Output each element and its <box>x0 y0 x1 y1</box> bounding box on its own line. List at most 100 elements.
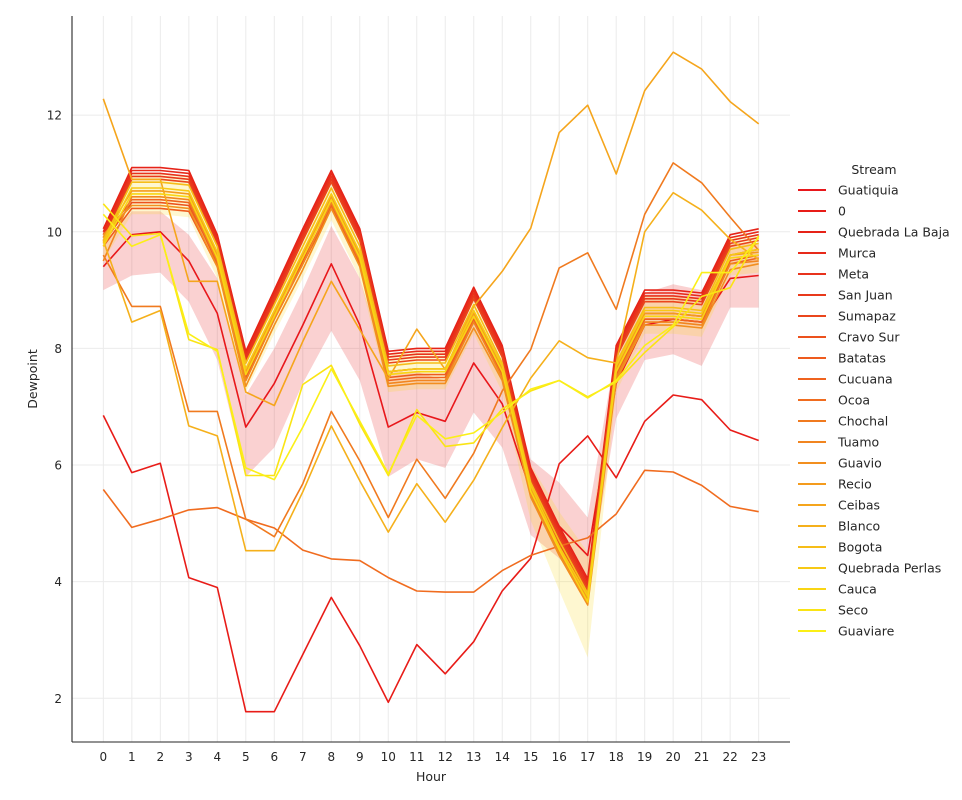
y-tick-label: 2 <box>54 692 62 706</box>
legend-label: Guaviare <box>838 624 895 639</box>
legend-label: Ceibas <box>838 498 880 513</box>
series-line-meta <box>102 172 759 586</box>
x-tick-label: 5 <box>242 750 250 764</box>
x-tick-label: 14 <box>495 750 510 764</box>
legend-label: Blanco <box>838 519 880 534</box>
series-line-guatiquia <box>102 231 759 557</box>
legend-label: 0 <box>838 204 846 219</box>
series-line-bogota <box>102 181 759 595</box>
x-tick-label: 10 <box>381 750 396 764</box>
legend-entry: Cauca <box>798 582 877 597</box>
x-tick-label: 2 <box>157 750 165 764</box>
x-tick-label: 7 <box>299 750 307 764</box>
x-tick-label: 6 <box>270 750 278 764</box>
legend-label: Guavio <box>838 456 882 471</box>
series-line-0 <box>102 394 759 713</box>
legend-label: Ocoa <box>838 393 870 408</box>
legend-label: Quebrada La Baja <box>838 225 950 240</box>
series-line-tuamo <box>102 196 759 603</box>
series-line-san-juan <box>102 175 759 589</box>
legend-label: Murca <box>838 246 876 261</box>
legend-label: Batatas <box>838 351 886 366</box>
legend-label: Bogota <box>838 540 882 555</box>
legend-items: Guatiquia 0 Quebrada La Baja Murca Meta San J… <box>798 183 950 639</box>
legend-entry: Quebrada Perlas <box>798 561 941 576</box>
confidence-bands <box>103 173 759 658</box>
legend-entry: Cravo Sur <box>798 330 900 345</box>
legend-entry: Recio <box>798 477 872 492</box>
legend-label: Tuamo <box>837 435 879 450</box>
x-tick-label: 17 <box>580 750 595 764</box>
legend-entry: Meta <box>798 267 869 282</box>
legend-label: Cauca <box>838 582 877 597</box>
series-line-quebrada-perlas <box>102 187 759 598</box>
legend-label: Recio <box>838 477 872 492</box>
x-tick-label: 1 <box>128 750 136 764</box>
series-lines <box>102 51 760 713</box>
series-line-ceibas <box>102 51 760 407</box>
legend-entry: Batatas <box>798 351 886 366</box>
series-line-chochal <box>102 162 760 538</box>
legend-label: Quebrada Perlas <box>838 561 941 576</box>
series-line-murca <box>102 169 759 583</box>
x-tick-label: 12 <box>438 750 453 764</box>
legend-label: San Juan <box>838 288 893 303</box>
x-tick-label: 8 <box>327 750 335 764</box>
y-tick-label: 12 <box>47 109 62 123</box>
legend-entry: Sumapaz <box>798 309 896 324</box>
legend-entry: Guatiquia <box>798 183 899 198</box>
legend-label: Guatiquia <box>838 183 899 198</box>
legend-label: Seco <box>838 603 868 618</box>
x-tick-label: 9 <box>356 750 364 764</box>
y-axis-title: Dewpoint <box>25 349 40 409</box>
y-tick-label: 6 <box>54 459 62 473</box>
legend-title: Stream <box>851 162 896 177</box>
y-tick-label: 8 <box>54 342 62 356</box>
legend-label: Meta <box>838 267 869 282</box>
x-tick-label: 21 <box>694 750 709 764</box>
legend-entry: Chochal <box>798 414 888 429</box>
legend-entry: Ceibas <box>798 498 880 513</box>
legend-entry: Tuamo <box>798 435 879 450</box>
series-line-guavio <box>102 204 759 606</box>
legend-entry: Guaviare <box>798 624 895 639</box>
legend-entry: Ocoa <box>798 393 870 408</box>
x-tick-label: 3 <box>185 750 193 764</box>
x-tick-label: 19 <box>637 750 652 764</box>
x-tick-label: 0 <box>100 750 108 764</box>
x-tick-label: 15 <box>523 750 538 764</box>
x-tick-label: 22 <box>723 750 738 764</box>
series-line-cucuana <box>102 198 759 600</box>
tick-labels: 0 1 2 3 4 5 6 7 8 9 10 11 12 13 14 15 16 17 18 19 20 21 22 2324… <box>47 109 767 764</box>
legend-entry: Bogota <box>798 540 882 555</box>
band-guatiquia <box>103 211 759 591</box>
series-line-guaviare <box>102 213 760 481</box>
series-line-cauca <box>102 193 759 603</box>
x-axis-title: Hour <box>416 769 447 784</box>
x-tick-label: 13 <box>466 750 481 764</box>
y-tick-label: 10 <box>47 225 62 239</box>
legend-entry: Seco <box>798 603 868 618</box>
legend-entry: 0 <box>798 204 846 219</box>
legend: Stream Guatiquia 0 Quebrada La Baja Murca Me… <box>798 162 950 639</box>
legend-label: Cravo Sur <box>838 330 900 345</box>
legend-entry: Blanco <box>798 519 880 534</box>
legend-entry: Cucuana <box>798 372 893 387</box>
x-tick-label: 23 <box>751 750 766 764</box>
legend-entry: San Juan <box>798 288 893 303</box>
legend-label: Chochal <box>838 414 888 429</box>
x-tick-label: 18 <box>609 750 624 764</box>
legend-label: Sumapaz <box>838 309 896 324</box>
series-line-blanco <box>102 191 760 552</box>
legend-entry: Murca <box>798 246 876 261</box>
x-tick-label: 16 <box>552 750 567 764</box>
legend-entry: Quebrada La Baja <box>798 225 950 240</box>
legend-entry: Guavio <box>798 456 882 471</box>
axes <box>71 16 790 743</box>
y-tick-label: 4 <box>54 575 62 589</box>
x-tick-label: 4 <box>213 750 221 764</box>
x-tick-label: 11 <box>409 750 424 764</box>
legend-label: Cucuana <box>838 372 893 387</box>
series-line-ocoa <box>102 469 759 593</box>
